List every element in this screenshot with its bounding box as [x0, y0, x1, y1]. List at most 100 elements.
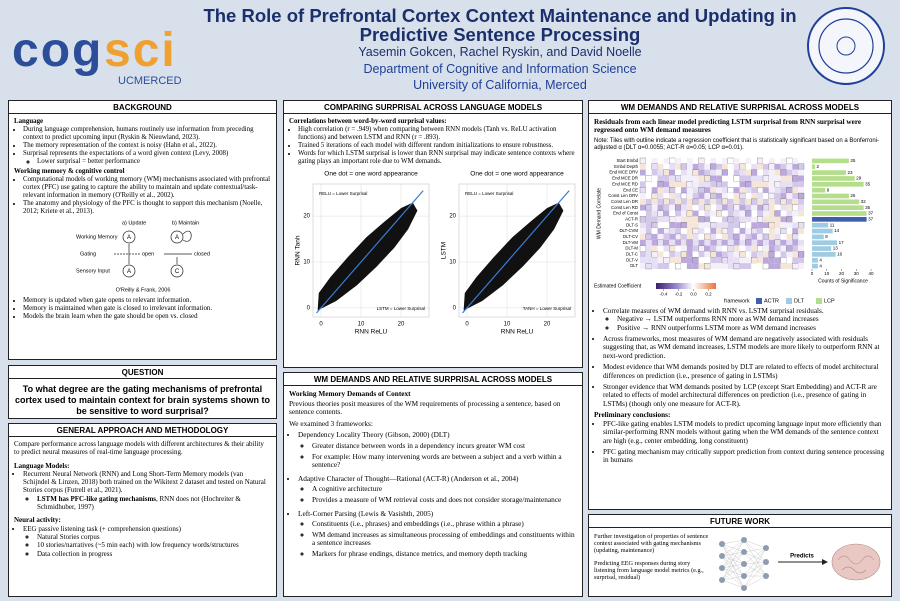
- heat-tile: [774, 227, 781, 234]
- heat-tile: [739, 169, 746, 176]
- heat-tile: [774, 169, 781, 176]
- heat-tile: [715, 239, 723, 246]
- heat-tile: [704, 257, 711, 263]
- heat-tile: [686, 192, 693, 199]
- heat-tile: [645, 251, 652, 258]
- diagram-node: [170, 264, 184, 278]
- heat-tile: [768, 204, 775, 211]
- heat-tile: [675, 192, 681, 199]
- heat-tile: [710, 216, 717, 223]
- heat-tile: [780, 157, 787, 164]
- paragraph: To what degree are the gating mechanisms…: [14, 384, 271, 416]
- network-edge: [721, 575, 745, 581]
- heat-tile: [681, 239, 687, 246]
- count-bar: [812, 234, 824, 240]
- question-panel: QUESTION To what degree are the gating me…: [8, 365, 277, 419]
- heat-tile: [798, 169, 804, 176]
- heat-tile: [645, 181, 652, 188]
- bullet-item: Recurrent Neural Network (RNN) and Long …: [23, 470, 271, 511]
- x-tick-label: 10: [504, 322, 511, 328]
- legend-title: framework: [724, 298, 750, 304]
- network-edge: [721, 579, 745, 589]
- heat-tile: [681, 216, 687, 223]
- heat-tile: [792, 245, 799, 252]
- bullet-text: , RNN does not (Hochreiter & Schmidhuber…: [37, 494, 241, 512]
- row-label: End MCE RD: [612, 181, 638, 186]
- heat-tile: [786, 175, 793, 182]
- paragraph: Predicting EEG responses during story li…: [594, 560, 704, 581]
- heat-tile: [686, 245, 693, 252]
- heat-tile: [751, 239, 758, 246]
- heat-tile: [774, 187, 781, 193]
- heat-tile: [733, 157, 740, 164]
- heat-tile: [716, 216, 722, 223]
- network-edge: [743, 561, 767, 565]
- paragraph: Further investigation of properties of s…: [594, 533, 709, 554]
- heat-tile: [686, 222, 693, 228]
- heat-tile: [757, 257, 763, 263]
- department: Department of Cognitive and Information …: [363, 62, 637, 76]
- heat-tile: [774, 251, 781, 258]
- heat-tile: [657, 175, 664, 182]
- heat-tile: [727, 251, 734, 258]
- heat-tile: [716, 192, 722, 199]
- network-edge: [743, 539, 767, 577]
- heat-tile: [715, 181, 723, 188]
- annotation: RELU = Lower Surprisal: [465, 191, 513, 196]
- heat-tile: [792, 157, 799, 164]
- heat-tile: [710, 169, 717, 176]
- heat-tile: [645, 216, 652, 223]
- heat-tile: [722, 262, 728, 269]
- bullet-text: Stronger evidence that WM demands posite…: [603, 383, 877, 408]
- wm-frameworks-panel: WM DEMANDS AND RELATIVE SURPRISAL ACROSS…: [283, 372, 583, 597]
- heat-tile: [745, 245, 752, 252]
- network-edge: [721, 539, 745, 557]
- bullet-item: High correlation (r = .949) when compari…: [298, 126, 577, 142]
- section-heading: WM DEMANDS AND RELATIVE SURPRISAL ACROSS…: [589, 101, 891, 114]
- heat-tile: [798, 204, 804, 211]
- heat-tile: [786, 210, 793, 217]
- heat-tile: [733, 210, 740, 217]
- heat-tile: [768, 210, 775, 217]
- count-bar: [812, 205, 864, 210]
- heat-tile: [704, 204, 711, 211]
- count-label: 11: [830, 222, 835, 227]
- bullet-text: Trained 5 iterations of each model with …: [298, 142, 554, 149]
- heat-tile: [780, 163, 787, 170]
- y-tick-label: 0: [453, 305, 457, 311]
- node-label: A: [127, 269, 131, 275]
- heat-tile: [645, 192, 652, 199]
- bullet-text: Computational models of working memory (…: [23, 176, 271, 199]
- heat-tile: [716, 169, 722, 176]
- bullet-text: Correlate measures of WM demand with RNN…: [603, 306, 824, 315]
- count-bar: [812, 251, 836, 257]
- network-edge: [743, 563, 767, 577]
- section-body: Correlations between word-by-word surpri…: [284, 114, 582, 337]
- logo-campus: UCMERCED: [118, 75, 182, 87]
- heat-tile: [733, 227, 740, 234]
- heat-tile: [692, 163, 699, 170]
- heat-tile: [663, 204, 670, 211]
- heat-tile: [657, 210, 664, 217]
- heat-tile: [768, 239, 775, 246]
- heat-tile: [722, 233, 728, 240]
- count-bar: [812, 263, 818, 269]
- bullet-item: Memory is maintained when gate is closed…: [23, 305, 271, 313]
- heat-tile: [715, 210, 723, 217]
- section-heading: WM DEMANDS AND RELATIVE SURPRISAL ACROSS…: [284, 373, 582, 386]
- count-label: 13: [833, 246, 839, 251]
- heat-tile: [663, 210, 670, 217]
- heat-tile: [674, 175, 682, 182]
- x-tick-label: 0: [811, 271, 814, 276]
- heat-tile: [739, 204, 746, 211]
- section-heading: BACKGROUND: [9, 101, 276, 114]
- heat-tile: [727, 257, 734, 263]
- section-body: Further investigation of properties of s…: [589, 528, 891, 591]
- bullet-item: The memory representation of the context…: [23, 142, 271, 150]
- heat-tile: [698, 204, 705, 211]
- bullet-list: Computational models of working memory (…: [14, 176, 271, 216]
- count-label: 37: [868, 216, 874, 221]
- heat-tile: [686, 251, 693, 258]
- legend-swatch: [756, 297, 762, 304]
- heat-tile: [669, 169, 676, 176]
